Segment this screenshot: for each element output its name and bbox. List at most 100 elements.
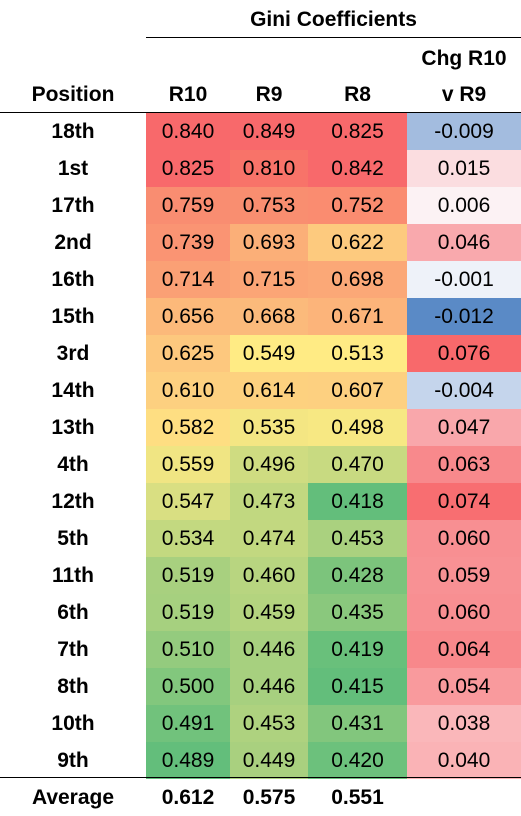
position-cell: 7th (57, 638, 89, 661)
position-cell: 5th (57, 527, 89, 550)
r10-cell: 0.656 (146, 298, 230, 335)
r10-cell: 0.534 (146, 520, 230, 557)
header-bottom-border (0, 112, 521, 113)
r8-cell: 0.842 (308, 150, 407, 187)
gini-coefficients-group-header: Gini Coefficients (250, 8, 417, 31)
chg-cell: 0.059 (407, 557, 521, 594)
r10-cell: 0.625 (146, 335, 230, 372)
r8-cell: 0.470 (308, 446, 407, 483)
r9-cell: 0.453 (230, 705, 308, 742)
chg-cell: 0.063 (407, 446, 521, 483)
average-row-label: Average (31, 786, 115, 809)
position-cell: 1st (57, 157, 89, 180)
average-r10-value: 0.612 (161, 786, 215, 809)
chg-cell: 0.015 (407, 150, 521, 187)
position-cell: 18th (51, 120, 95, 143)
r8-cell: 0.498 (308, 409, 407, 446)
r9-cell: 0.473 (230, 483, 308, 520)
chg-r10-v-r9-header-line2: v R9 (441, 83, 487, 106)
r10-cell: 0.559 (146, 446, 230, 483)
r9-cell: 0.614 (230, 372, 308, 409)
position-cell: 17th (51, 194, 95, 217)
r10-cell: 0.491 (146, 705, 230, 742)
r8-cell: 0.418 (308, 483, 407, 520)
r10-cell: 0.547 (146, 483, 230, 520)
r9-cell: 0.459 (230, 594, 308, 631)
position-cell: 14th (51, 379, 95, 402)
chg-cell: -0.004 (407, 372, 521, 409)
r10-cell: 0.519 (146, 557, 230, 594)
r9-cell: 0.715 (230, 261, 308, 298)
position-column-header: Position (31, 83, 115, 106)
r8-cell: 0.453 (308, 520, 407, 557)
r8-cell: 0.607 (308, 372, 407, 409)
r9-cell: 0.849 (230, 113, 308, 150)
r10-cell: 0.489 (146, 742, 230, 779)
r10-cell: 0.739 (146, 224, 230, 261)
chg-cell: 0.060 (407, 594, 521, 631)
r9-cell: 0.460 (230, 557, 308, 594)
r9-cell: 0.693 (230, 224, 308, 261)
chg-cell: -0.012 (407, 298, 521, 335)
r10-cell: 0.610 (146, 372, 230, 409)
r10-cell: 0.840 (146, 113, 230, 150)
r8-cell: 0.513 (308, 335, 407, 372)
position-cell: 2nd (54, 231, 92, 254)
position-cell: 4th (57, 453, 89, 476)
r9-cell: 0.449 (230, 742, 308, 779)
r8-cell: 0.622 (308, 224, 407, 261)
r9-cell: 0.810 (230, 150, 308, 187)
chg-cell: 0.060 (407, 520, 521, 557)
r10-cell: 0.825 (146, 150, 230, 187)
r9-cell: 0.549 (230, 335, 308, 372)
r9-cell: 0.535 (230, 409, 308, 446)
chg-cell: 0.040 (407, 742, 521, 779)
position-cell: 10th (51, 712, 95, 735)
r8-cell: 0.752 (308, 187, 407, 224)
average-top-border (0, 777, 521, 778)
r8-cell: 0.431 (308, 705, 407, 742)
r8-cell: 0.420 (308, 742, 407, 779)
r10-column-header: R10 (168, 83, 208, 106)
position-cell: 11th (51, 564, 95, 587)
r10-cell: 0.519 (146, 594, 230, 631)
chg-cell: 0.064 (407, 631, 521, 668)
chg-cell: 0.074 (407, 483, 521, 520)
r8-cell: 0.419 (308, 631, 407, 668)
chg-cell: -0.009 (407, 113, 521, 150)
chg-cell: 0.054 (407, 668, 521, 705)
position-cell: 9th (57, 749, 89, 772)
r10-cell: 0.759 (146, 187, 230, 224)
position-cell: 13th (51, 416, 95, 439)
chg-cell: 0.038 (407, 705, 521, 742)
chg-cell: 0.006 (407, 187, 521, 224)
average-r8-value: 0.551 (331, 786, 384, 809)
r8-column-header: R8 (344, 83, 371, 106)
r9-cell: 0.474 (230, 520, 308, 557)
position-cell: 15th (51, 305, 95, 328)
position-cell: 16th (51, 268, 95, 291)
position-cell: 8th (57, 675, 89, 698)
r8-cell: 0.671 (308, 298, 407, 335)
chg-cell: 0.076 (407, 335, 521, 372)
r9-cell: 0.753 (230, 187, 308, 224)
r9-cell: 0.446 (230, 668, 308, 705)
position-cell: 6th (57, 601, 89, 624)
r9-cell: 0.668 (230, 298, 308, 335)
average-r9-value: 0.575 (242, 786, 296, 809)
r10-cell: 0.500 (146, 668, 230, 705)
position-cell: 12th (51, 490, 95, 513)
r8-cell: 0.428 (308, 557, 407, 594)
r8-cell: 0.435 (308, 594, 407, 631)
r8-cell: 0.825 (308, 113, 407, 150)
chg-cell: 0.047 (407, 409, 521, 446)
chg-cell: 0.046 (407, 224, 521, 261)
position-cell: 3rd (56, 342, 90, 365)
r10-cell: 0.510 (146, 631, 230, 668)
r9-cell: 0.496 (230, 446, 308, 483)
r9-column-header: R9 (255, 83, 283, 106)
chg-r10-v-r9-header-line1: Chg R10 (421, 47, 507, 70)
r9-cell: 0.446 (230, 631, 308, 668)
r10-cell: 0.714 (146, 261, 230, 298)
